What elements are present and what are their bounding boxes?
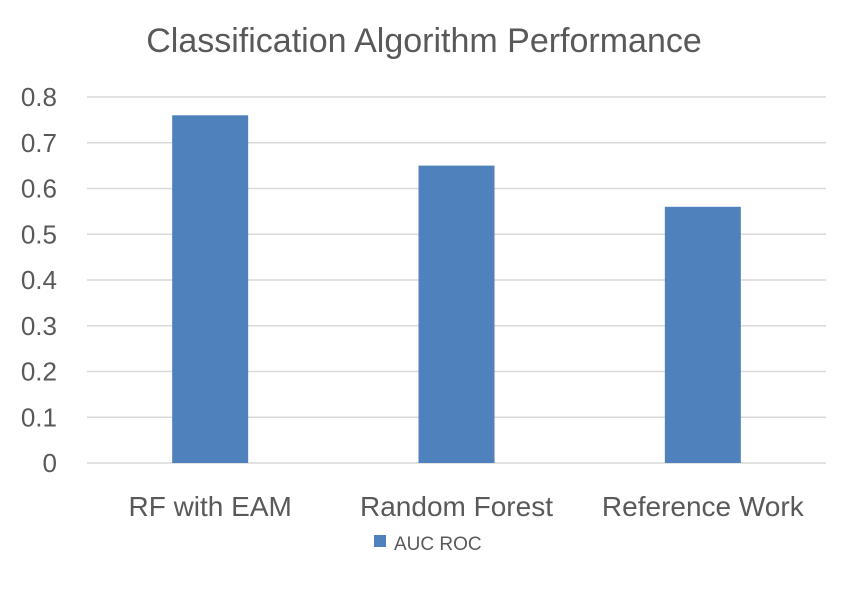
legend: AUC ROC — [374, 534, 482, 555]
x-tick-label: RF with EAM — [128, 491, 291, 522]
x-tick-label: Reference Work — [602, 491, 805, 522]
legend-swatch — [374, 535, 386, 547]
bar — [172, 115, 249, 464]
y-tick-label: 0.2 — [21, 357, 57, 387]
chart-title: Classification Algorithm Performance — [146, 22, 702, 60]
y-axis-ticks: 0 0.1 0.2 0.3 0.4 0.5 0.6 0.7 0.8 — [21, 82, 57, 478]
legend-label: AUC ROC — [394, 534, 482, 555]
y-tick-label: 0.5 — [21, 219, 57, 249]
y-tick-label: 0.6 — [21, 174, 57, 204]
x-tick-label: Random Forest — [360, 491, 553, 522]
bars — [172, 115, 741, 464]
x-axis-ticks: RF with EAM Random Forest Reference Work — [128, 491, 804, 522]
bar — [418, 165, 495, 463]
y-tick-label: 0.1 — [21, 402, 57, 432]
bar — [664, 206, 741, 464]
y-tick-label: 0 — [43, 448, 57, 478]
y-tick-label: 0.3 — [21, 311, 57, 341]
y-tick-label: 0.8 — [21, 82, 57, 112]
y-tick-label: 0.4 — [21, 265, 57, 295]
y-tick-label: 0.7 — [21, 128, 57, 158]
